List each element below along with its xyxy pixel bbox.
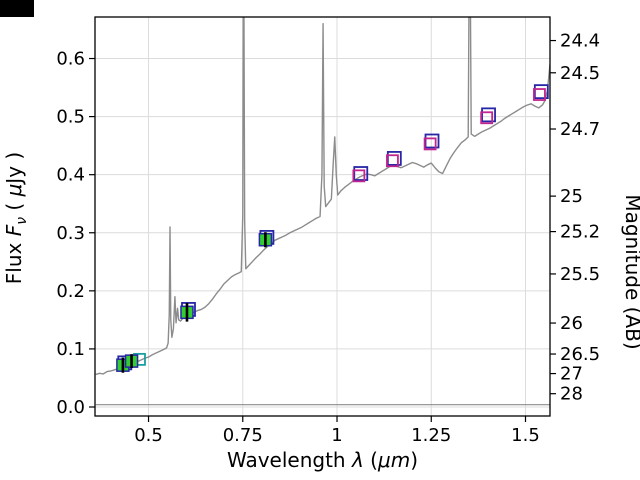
svg-text:1.25: 1.25 (411, 425, 451, 446)
y-axis-label-left: Flux Fν ( μJy ) (2, 151, 30, 285)
x-axis-label-text: Wavelength (226, 448, 352, 472)
model-square-magenta (386, 154, 399, 168)
model-square-magenta (480, 111, 494, 125)
svg-text:1.5: 1.5 (511, 425, 540, 446)
svg-text:25.2: 25.2 (560, 222, 600, 243)
model-square-blue (424, 133, 440, 149)
model-square-blue (481, 107, 496, 123)
model-spectrum-line (95, 17, 550, 376)
svg-text:0.2: 0.2 (56, 281, 85, 302)
y-axis-label-right: Magnitude (AB) (621, 72, 640, 472)
spectrum-group (95, 17, 550, 406)
svg-text:0.3: 0.3 (56, 223, 85, 244)
svg-text:25: 25 (560, 186, 583, 207)
y-axis-label-right-text: Magnitude (AB) (621, 194, 640, 350)
svg-text:0.0: 0.0 (56, 397, 85, 418)
model-square-magenta (533, 88, 546, 101)
svg-text:0.75: 0.75 (223, 425, 263, 446)
svg-text:0.5: 0.5 (134, 425, 163, 446)
svg-text:0.5: 0.5 (56, 107, 85, 128)
model-square-magenta (423, 137, 437, 151)
svg-text:28: 28 (560, 384, 583, 405)
corner-artifact (0, 0, 34, 17)
photometry-group (116, 84, 549, 373)
x-axis-label: Wavelength λ (μm) (226, 448, 419, 472)
model-square-magenta (352, 169, 366, 183)
svg-text:24.4: 24.4 (560, 31, 600, 52)
svg-text:26.5: 26.5 (560, 344, 600, 365)
tick-labels (89, 39, 556, 422)
svg-text:1: 1 (331, 425, 342, 446)
svg-text:0.4: 0.4 (56, 165, 85, 186)
svg-text:24.5: 24.5 (560, 63, 600, 84)
svg-text:0.6: 0.6 (56, 49, 85, 70)
model-square-blue (353, 166, 369, 181)
y-axis-label-left-text: Flux (2, 236, 26, 285)
svg-text:25.5: 25.5 (560, 264, 600, 285)
model-square-blue (386, 151, 402, 166)
svg-text:24.7: 24.7 (560, 119, 600, 140)
axes-spines (94, 16, 551, 417)
svg-text:0.1: 0.1 (56, 339, 85, 360)
svg-text:26: 26 (560, 313, 583, 334)
svg-text:27: 27 (560, 364, 583, 385)
